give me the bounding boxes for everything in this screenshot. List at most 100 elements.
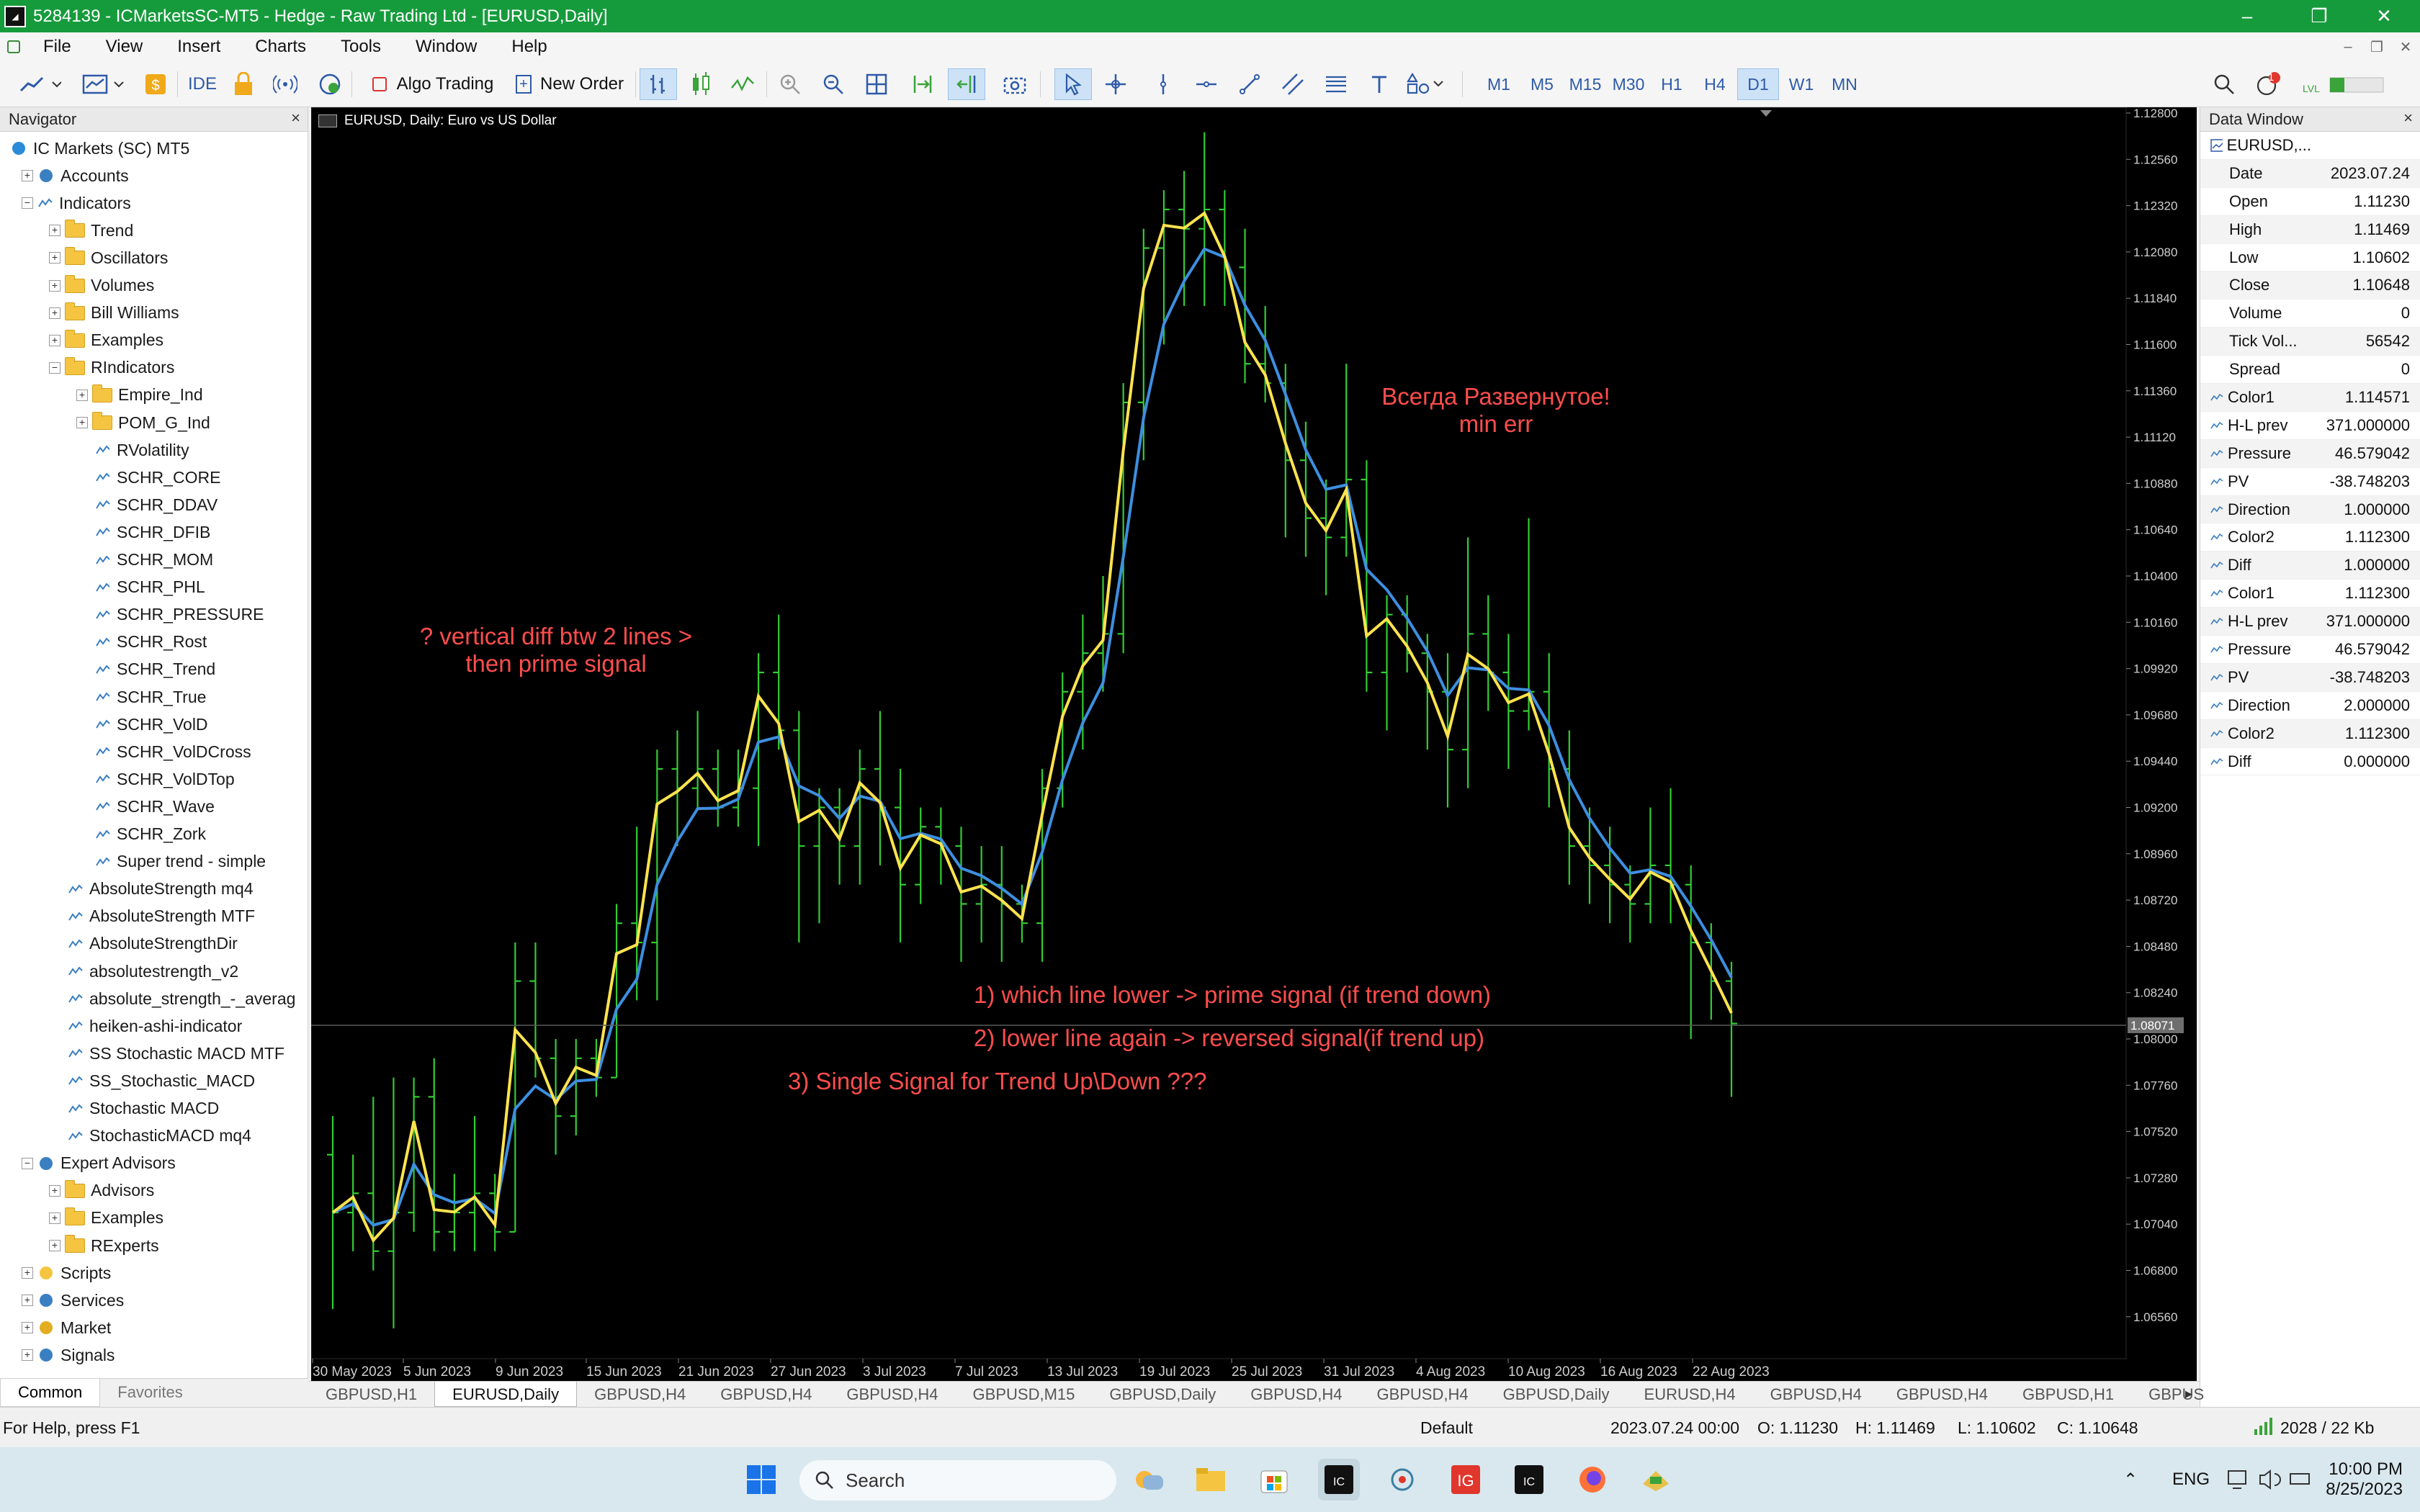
widgets-app-icon[interactable] [1128, 1459, 1170, 1500]
tray-network-volume-icon[interactable] [2227, 1447, 2313, 1512]
chart-shift-icon[interactable] [948, 68, 985, 100]
equidistant-channel-icon[interactable] [1275, 68, 1311, 100]
tree-folder-volumes[interactable]: + Volumes [49, 272, 154, 300]
tree-ea-folder-advisors[interactable]: + Advisors [49, 1177, 154, 1205]
trendline-icon[interactable] [1232, 68, 1268, 100]
expand-icon[interactable]: + [22, 1267, 33, 1279]
tree-indicator-item[interactable]: StochasticMACD mq4 [68, 1122, 251, 1150]
price-chart[interactable]: 1.12800 1.12560 1.12320 1.12080 1.11840 1.116… [311, 107, 2197, 1381]
tree-indicator-item[interactable]: AbsoluteStrength mq4 [68, 876, 254, 903]
expand-icon[interactable]: + [49, 307, 60, 319]
screenshot-icon[interactable] [997, 68, 1033, 100]
vps-icon[interactable] [315, 68, 344, 100]
menu-insert[interactable]: Insert [177, 37, 221, 56]
menu-charts[interactable]: Charts [255, 37, 306, 56]
timeframe-d1[interactable]: D1 [1737, 68, 1779, 100]
depth-of-market-icon[interactable]: $ [141, 68, 170, 100]
taskbar-search-box[interactable]: Search [799, 1460, 1116, 1500]
auto-scroll-icon[interactable] [905, 68, 941, 100]
zoom-out-icon[interactable] [815, 68, 851, 100]
tray-overflow-icon[interactable]: ⌃ [2123, 1470, 2138, 1490]
app-shortcut-icon[interactable] [1635, 1459, 1677, 1500]
tabs-scroll-right-icon[interactable]: ▸ [2184, 1386, 2192, 1402]
timeframe-m30[interactable]: M30 [1612, 74, 1645, 94]
tree-indicator-item[interactable]: SCHR_Rost [95, 629, 207, 656]
tree-indicator-item[interactable]: SCHR_MOM [95, 546, 213, 574]
expand-icon[interactable]: + [76, 417, 88, 428]
microsoft-store-icon[interactable] [1253, 1459, 1295, 1500]
tray-language[interactable]: ENG [2172, 1470, 2210, 1489]
expand-icon[interactable]: + [49, 1212, 60, 1224]
signals-icon[interactable] [271, 68, 300, 100]
horizontal-line-icon[interactable] [1188, 68, 1224, 100]
line-chart-icon[interactable] [725, 68, 761, 100]
navigator-close-icon[interactable]: × [291, 109, 300, 127]
tree-indicator-item[interactable]: SS Stochastic MACD MTF [68, 1040, 284, 1067]
chart-tab[interactable]: GBPUSD,H1 [326, 1385, 418, 1403]
text-tool-icon[interactable] [1361, 68, 1397, 100]
cursor-icon[interactable] [1054, 68, 1092, 100]
expand-icon[interactable]: + [49, 1184, 60, 1197]
tree-scripts[interactable]: + Scripts [22, 1259, 111, 1287]
new-chart-icon[interactable] [14, 68, 65, 100]
tile-windows-icon[interactable] [859, 68, 895, 100]
ig-app-icon[interactable]: IG [1445, 1459, 1487, 1500]
shapes-icon[interactable] [1404, 68, 1452, 100]
tree-indicator-item[interactable]: SCHR_VolDTop [95, 765, 235, 793]
tree-indicator-item[interactable]: Stochastic MACD [68, 1095, 219, 1122]
chart-tab[interactable]: GBPUSD,H4 [1896, 1385, 1988, 1403]
tree-signals[interactable]: + Signals [22, 1341, 115, 1369]
crosshair-icon[interactable] [1098, 68, 1134, 100]
mdi-restore-button[interactable]: ❐ [2370, 39, 2383, 55]
file-explorer-icon[interactable] [1190, 1459, 1232, 1500]
vertical-line-icon[interactable] [1145, 68, 1181, 100]
timeframe-w1[interactable]: W1 [1788, 74, 1814, 94]
tree-indicator-item[interactable]: SS_Stochastic_MACD [68, 1067, 255, 1094]
menu-file[interactable]: File [43, 37, 71, 56]
tree-indicator-item[interactable]: SCHR_Wave [95, 793, 215, 820]
zoom-in-icon[interactable] [772, 68, 808, 100]
icmarkets-mt5-taskbar-icon[interactable]: IC [1318, 1459, 1360, 1500]
tree-indicator-item[interactable]: AbsoluteStrength MTF [68, 903, 255, 930]
tree-accounts[interactable]: + Accounts [22, 162, 129, 189]
tree-expert-advisors[interactable]: − Expert Advisors [22, 1150, 176, 1177]
new-order-button[interactable]: + New Order [508, 68, 631, 100]
close-button[interactable]: ✕ [2376, 5, 2392, 27]
menu-help[interactable]: Help [511, 37, 547, 56]
expand-icon[interactable]: + [49, 225, 60, 237]
expand-icon[interactable]: + [49, 334, 60, 346]
tree-folder-rindicators[interactable]: − RIndicators [49, 354, 174, 382]
chart-canvas[interactable]: 1.12800 1.12560 1.12320 1.12080 1.11840 1.116… [311, 107, 2197, 1381]
tree-folder-empire_ind[interactable]: + Empire_Ind [76, 382, 203, 409]
tree-indicator-item[interactable]: SCHR_VolDCross [95, 738, 251, 765]
chart-tab[interactable]: GBPUSD,H4 [720, 1385, 812, 1403]
tab-favorites[interactable]: Favorites [117, 1383, 183, 1401]
firefox-icon[interactable] [1572, 1459, 1613, 1500]
chart-tab[interactable]: GBPUSD,H4 [846, 1385, 938, 1403]
chart-templates-icon[interactable] [78, 68, 128, 100]
collapse-icon[interactable]: − [49, 361, 60, 374]
tree-ea-folder-examples[interactable]: + Examples [49, 1205, 163, 1232]
tray-clock[interactable]: 10:00 PM 8/25/2023 [2323, 1447, 2403, 1512]
menu-window[interactable]: Window [416, 37, 478, 56]
chart-menu-icon[interactable] [318, 114, 337, 127]
tree-folder-examples[interactable]: + Examples [49, 327, 163, 354]
expand-icon[interactable]: + [49, 279, 60, 292]
timeframe-mn[interactable]: MN [1832, 74, 1857, 94]
expand-icon[interactable]: + [22, 1322, 33, 1334]
tree-indicator-item[interactable]: SCHR_Zork [95, 821, 206, 848]
collapse-icon[interactable]: − [22, 197, 33, 210]
minimize-button[interactable]: – [2241, 5, 2253, 27]
tree-folder-pom_g_ind[interactable]: + POM_G_Ind [76, 409, 210, 436]
chart-tab[interactable]: GBPUSD,H4 [1250, 1385, 1343, 1403]
tree-indicators[interactable]: − Indicators [22, 189, 131, 217]
tab-common[interactable]: Common [0, 1379, 101, 1407]
notifications-icon[interactable]: 1 [2249, 68, 2287, 100]
collapse-icon[interactable]: − [22, 1157, 33, 1169]
tree-root[interactable]: IC Markets (SC) MT5 [10, 135, 189, 162]
restore-button[interactable]: ❐ [2311, 5, 2328, 27]
tree-folder-trend[interactable]: + Trend [49, 217, 133, 244]
tree-indicator-item[interactable]: SCHR_Trend [95, 656, 215, 683]
chart-tab[interactable]: EURUSD,Daily [434, 1382, 578, 1407]
mdi-close-button[interactable]: ✕ [2399, 39, 2412, 55]
